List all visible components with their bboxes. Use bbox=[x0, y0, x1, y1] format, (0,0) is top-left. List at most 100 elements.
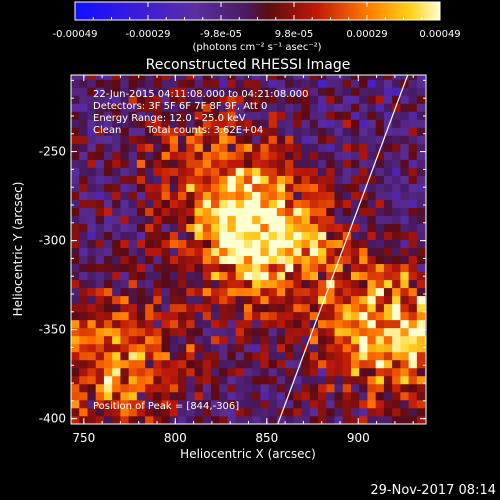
heatmap-cell bbox=[136, 295, 146, 305]
heatmap-cell bbox=[112, 415, 121, 424]
heatmap-cell bbox=[416, 327, 426, 337]
heatmap-cell bbox=[252, 327, 261, 337]
heatmap-cell bbox=[334, 407, 344, 417]
heatmap-cell bbox=[252, 135, 261, 144]
heatmap-cell bbox=[268, 247, 278, 257]
heatmap-cell bbox=[178, 223, 187, 232]
heatmap-cell bbox=[260, 327, 269, 337]
heatmap-cell bbox=[350, 263, 360, 273]
heatmap-cell bbox=[128, 183, 138, 192]
heatmap-cell bbox=[161, 359, 171, 369]
heatmap-cell bbox=[375, 127, 385, 136]
heatmap-cell bbox=[301, 327, 311, 337]
heatmap-cell bbox=[227, 79, 236, 88]
heatmap-plot-area bbox=[71, 75, 426, 424]
heatmap-cell bbox=[243, 407, 253, 417]
heatmap-cell bbox=[71, 167, 80, 176]
heatmap-cell bbox=[342, 391, 352, 401]
heatmap-cell bbox=[95, 343, 105, 353]
heatmap-cell bbox=[268, 255, 278, 265]
heatmap-cell bbox=[178, 279, 187, 289]
heatmap-cell bbox=[112, 255, 121, 265]
heatmap-cell bbox=[318, 255, 327, 265]
heatmap-cell bbox=[309, 367, 319, 377]
heatmap-cell bbox=[186, 167, 195, 176]
heatmap-cell bbox=[318, 167, 327, 176]
heatmap-cell bbox=[260, 303, 269, 313]
heatmap-cell bbox=[276, 415, 286, 424]
heatmap-cell bbox=[326, 111, 335, 120]
heatmap-cell bbox=[260, 367, 269, 377]
heatmap-cell bbox=[350, 271, 360, 281]
heatmap-cell bbox=[350, 183, 360, 192]
heatmap-cell bbox=[243, 287, 253, 297]
heatmap-cell bbox=[235, 79, 245, 88]
heatmap-cell bbox=[194, 351, 204, 361]
heatmap-cell bbox=[408, 231, 418, 241]
heatmap-cell bbox=[103, 383, 113, 393]
heatmap-cell bbox=[260, 295, 269, 305]
heatmap-cell bbox=[145, 319, 154, 329]
heatmap-cell bbox=[416, 199, 426, 208]
heatmap-cell bbox=[194, 255, 204, 265]
heatmap-cell bbox=[120, 399, 129, 409]
heatmap-cell bbox=[309, 319, 319, 329]
heatmap-cell bbox=[210, 287, 220, 297]
heatmap-cell bbox=[153, 407, 162, 417]
heatmap-cell bbox=[375, 199, 385, 208]
heatmap-cell bbox=[153, 151, 162, 160]
heatmap-cell bbox=[112, 263, 121, 273]
heatmap-cell bbox=[334, 271, 344, 281]
heatmap-cell bbox=[227, 343, 236, 353]
heatmap-cell bbox=[235, 319, 245, 329]
heatmap-cell bbox=[169, 223, 179, 232]
heatmap-cell bbox=[383, 79, 393, 88]
heatmap-cell bbox=[120, 351, 129, 361]
heatmap-cell bbox=[186, 143, 195, 152]
heatmap-cell bbox=[235, 391, 245, 401]
heatmap-cell bbox=[153, 359, 162, 369]
heatmap-cell bbox=[416, 167, 426, 176]
heatmap-cell bbox=[95, 191, 105, 200]
heatmap-cell bbox=[243, 319, 253, 329]
heatmap-cell bbox=[120, 103, 129, 112]
heatmap-cell bbox=[219, 207, 228, 216]
heatmap-cell bbox=[194, 183, 204, 192]
heatmap-cell bbox=[252, 103, 261, 112]
heatmap-cell bbox=[71, 279, 80, 289]
heatmap-cell bbox=[87, 75, 97, 80]
heatmap-cell bbox=[145, 279, 154, 289]
heatmap-cell bbox=[120, 367, 129, 377]
y-axis: -250-300-350-400 bbox=[39, 79, 426, 426]
heatmap-cell bbox=[318, 143, 327, 152]
heatmap-cell bbox=[285, 183, 294, 192]
heatmap-cell bbox=[252, 207, 261, 216]
heatmap-cell bbox=[309, 351, 319, 361]
heatmap-cell bbox=[169, 199, 179, 208]
heatmap-cell bbox=[120, 335, 129, 345]
heatmap-cell bbox=[95, 143, 105, 152]
heatmap-cell bbox=[79, 87, 88, 96]
heatmap-cell bbox=[95, 247, 105, 257]
heatmap-cell bbox=[375, 303, 385, 313]
heatmap-cell bbox=[161, 351, 171, 361]
heatmap-cell bbox=[178, 351, 187, 361]
heatmap-cell bbox=[136, 287, 146, 297]
annotation-block: 22-Jun-2015 04:11:08.000 to 04:21:08.000… bbox=[93, 89, 309, 412]
heatmap-cell bbox=[359, 183, 368, 192]
heatmap-cell bbox=[87, 295, 97, 305]
heatmap-cell bbox=[219, 119, 228, 128]
heatmap-cell bbox=[178, 415, 187, 424]
heatmap-cell bbox=[301, 287, 311, 297]
heatmap-cell bbox=[161, 135, 171, 144]
x-tick-label: 800 bbox=[164, 431, 187, 445]
x-tick-label: 850 bbox=[255, 431, 278, 445]
y-tick-label: -350 bbox=[39, 323, 66, 337]
y-axis-label: Heliocentric Y (arcsec) bbox=[11, 182, 25, 317]
heatmap-cell bbox=[112, 223, 121, 232]
heatmap-cell bbox=[326, 175, 335, 184]
heatmap-cell bbox=[268, 95, 278, 104]
heatmap-cell bbox=[408, 343, 418, 353]
heatmap-cell bbox=[178, 127, 187, 136]
heatmap-cell bbox=[400, 367, 409, 377]
